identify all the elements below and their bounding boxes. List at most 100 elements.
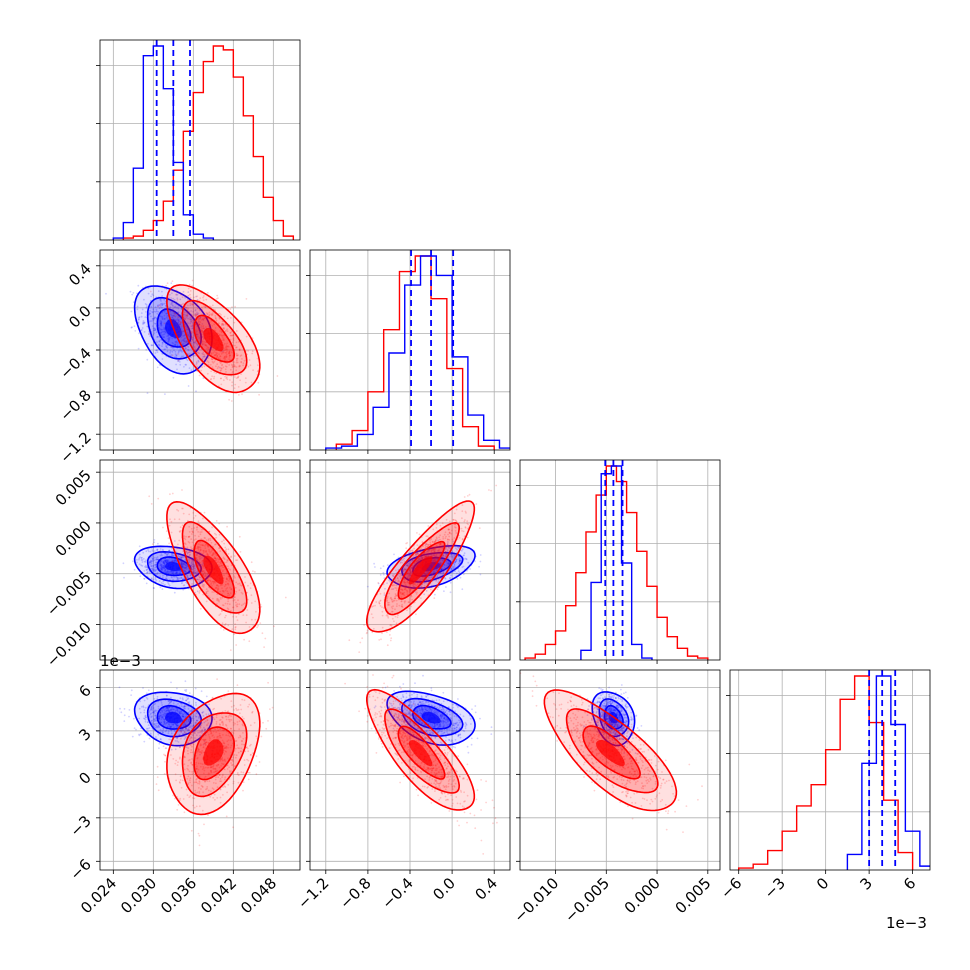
scatter-point [155,709,158,712]
scatter-point [204,543,207,546]
scatter-point [168,338,171,341]
scatter-point [192,570,194,573]
scatter-point [151,320,153,322]
scatter-point [181,719,184,721]
scatter-point [163,722,166,724]
scatter-point [176,740,179,742]
scatter-point [159,554,162,557]
scatter-point [439,524,442,527]
scatter-point [415,561,418,563]
scatter-point [203,551,205,554]
scatter-point [153,322,156,325]
scatter-point [203,353,206,356]
scatter-point [174,709,177,712]
scatter-point [229,368,232,371]
scatter-point [405,542,407,545]
scatter-point [184,707,186,710]
scatter-point [163,709,166,712]
scatter-point [439,542,442,545]
scatter-point [389,629,392,632]
scatter-point [162,731,164,734]
scatter-point [393,553,395,556]
scatter-point [240,373,243,375]
scatter-point [412,585,415,587]
scatter-point [220,367,223,369]
scatter-point [194,732,196,735]
scatter-point [413,562,416,565]
panel-content [310,460,510,660]
scatter-point [174,748,177,751]
scatter-point [177,319,180,322]
scatter-point [152,560,154,562]
scatter-point [177,321,179,324]
scatter-point [415,552,417,555]
scatter-point [401,559,403,562]
scatter-point [478,527,481,529]
scatter-point [172,724,175,726]
scatter-point [431,554,434,557]
scatter-point [170,571,173,573]
scatter-point [447,562,449,565]
scatter-point [175,327,178,330]
scatter-point [186,575,189,577]
scatter-point [436,556,439,559]
scatter-point [154,550,156,552]
scatter-point [187,576,190,579]
scatter-point [446,550,449,552]
scatter-point [199,321,202,324]
scatter-point [237,341,240,343]
scatter-point [163,565,165,568]
scatter-point [185,306,188,309]
scatter-point [178,712,181,715]
scatter-point [235,616,238,618]
scatter-point [445,560,448,562]
scatter-point [199,753,201,756]
scatter-point [171,346,174,349]
scatter-point [172,554,174,557]
scatter-point [160,563,163,566]
scatter-point [146,325,149,328]
scatter-point [429,541,432,544]
scatter-point [209,349,211,352]
scatter-point [190,331,192,334]
scatter-point [420,586,423,588]
scatter-point [235,559,237,562]
scatter-point [169,725,172,728]
scatter-point [201,711,204,714]
scatter-point [203,355,206,358]
scatter-point [377,582,380,585]
scatter-point [164,561,167,564]
scatter-point [192,563,195,566]
scatter-point [133,325,136,327]
scatter-point [164,560,167,562]
scatter-point [215,351,217,354]
scatter-point [232,615,235,618]
scatter-point [447,546,450,549]
scatter-point [463,535,466,538]
scatter-point [216,356,219,358]
scatter-point [207,545,209,547]
scatter-point [459,561,461,564]
scatter-point [193,345,196,348]
scatter-point [170,748,173,751]
scatter-point [122,562,125,565]
scatter-point [198,323,200,326]
panel-0-0 [96,39,301,244]
scatter-point [186,359,189,362]
scatter-point [400,596,403,599]
scatter-point [227,345,230,348]
scatter-point [207,348,210,350]
scatter-point [195,362,198,365]
scatter-point [183,566,186,568]
scatter-point [218,322,220,324]
scatter-point [152,319,155,321]
scatter-point [160,702,163,704]
scatter-point [437,586,440,588]
scatter-point [232,339,235,342]
scatter-point [174,305,177,308]
scatter-point [157,336,159,338]
scatter-point [179,572,182,575]
scatter-point [410,571,412,573]
scatter-point [188,702,191,705]
scatter-point [140,557,143,559]
